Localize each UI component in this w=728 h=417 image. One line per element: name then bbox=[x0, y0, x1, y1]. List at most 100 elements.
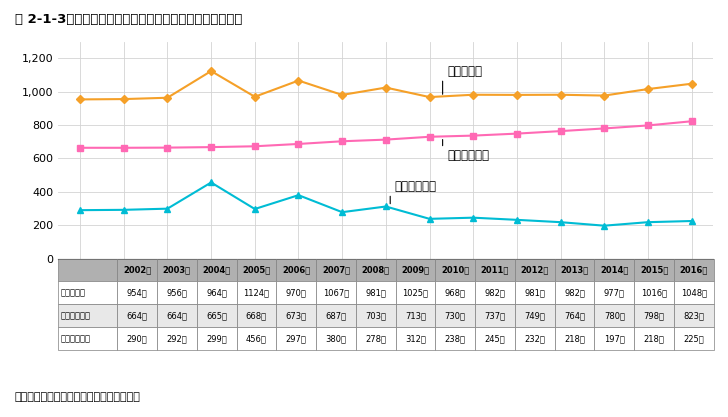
Text: 2011年: 2011年 bbox=[480, 266, 509, 274]
Text: 2002年: 2002年 bbox=[123, 266, 151, 274]
Text: 1016円: 1016円 bbox=[641, 289, 667, 297]
Text: 218円: 218円 bbox=[564, 334, 585, 343]
Text: 981円: 981円 bbox=[524, 289, 545, 297]
Text: 1048円: 1048円 bbox=[681, 289, 707, 297]
Text: 2009年: 2009年 bbox=[401, 266, 430, 274]
Text: 238円: 238円 bbox=[445, 334, 466, 343]
Text: 2007年: 2007年 bbox=[322, 266, 350, 274]
Text: 2015年: 2015年 bbox=[640, 266, 668, 274]
Bar bbox=[117, 304, 157, 327]
Bar bbox=[435, 327, 475, 350]
Bar bbox=[674, 259, 713, 281]
Bar bbox=[595, 327, 634, 350]
Bar bbox=[237, 281, 277, 304]
Bar bbox=[197, 327, 237, 350]
Text: 1067円: 1067円 bbox=[323, 289, 349, 297]
Bar bbox=[395, 259, 435, 281]
Text: 982円: 982円 bbox=[485, 289, 505, 297]
Bar bbox=[58, 304, 117, 327]
Bar bbox=[58, 259, 117, 281]
Bar bbox=[117, 327, 157, 350]
Bar bbox=[58, 327, 117, 350]
Text: 312円: 312円 bbox=[405, 334, 426, 343]
Text: 225円: 225円 bbox=[684, 334, 704, 343]
Bar bbox=[356, 327, 395, 350]
Text: 資料：「賃金構造基本統計調査」より作成: 資料：「賃金構造基本統計調査」より作成 bbox=[15, 392, 141, 402]
Text: 保育士・女: 保育士・女 bbox=[447, 65, 482, 78]
Text: 968円: 968円 bbox=[445, 289, 466, 297]
Text: 最賃加重平均: 最賃加重平均 bbox=[447, 149, 489, 162]
Text: 2014年: 2014年 bbox=[600, 266, 628, 274]
Text: 最賃との差額: 最賃との差額 bbox=[60, 334, 90, 343]
Bar bbox=[515, 281, 555, 304]
Text: 2008年: 2008年 bbox=[362, 266, 389, 274]
Bar bbox=[356, 304, 395, 327]
Bar bbox=[316, 281, 356, 304]
Text: 2016年: 2016年 bbox=[680, 266, 708, 274]
Text: 764円: 764円 bbox=[564, 311, 585, 320]
Bar bbox=[435, 259, 475, 281]
Bar bbox=[316, 304, 356, 327]
Text: 456円: 456円 bbox=[246, 334, 267, 343]
Text: 保育士・女: 保育士・女 bbox=[60, 289, 85, 297]
Text: 673円: 673円 bbox=[285, 311, 306, 320]
Text: 218円: 218円 bbox=[644, 334, 665, 343]
Bar bbox=[475, 304, 515, 327]
Text: 最賃加重平均: 最賃加重平均 bbox=[60, 311, 90, 320]
Bar bbox=[356, 281, 395, 304]
Bar bbox=[634, 259, 674, 281]
Text: 232円: 232円 bbox=[524, 334, 545, 343]
Bar bbox=[58, 281, 117, 304]
Bar bbox=[515, 259, 555, 281]
Text: 964円: 964円 bbox=[206, 289, 227, 297]
Text: 730円: 730円 bbox=[445, 311, 466, 320]
Bar bbox=[515, 304, 555, 327]
Bar bbox=[277, 281, 316, 304]
Text: 2003年: 2003年 bbox=[163, 266, 191, 274]
Bar bbox=[435, 281, 475, 304]
Text: 798円: 798円 bbox=[644, 311, 665, 320]
Text: 1025円: 1025円 bbox=[403, 289, 429, 297]
Text: 380円: 380円 bbox=[325, 334, 347, 343]
Bar bbox=[395, 304, 435, 327]
Bar bbox=[515, 327, 555, 350]
Bar bbox=[555, 259, 595, 281]
Text: 2010年: 2010年 bbox=[441, 266, 470, 274]
Text: 最賃との差額: 最賃との差額 bbox=[395, 181, 437, 193]
Text: 2004年: 2004年 bbox=[202, 266, 231, 274]
Bar bbox=[595, 304, 634, 327]
Bar bbox=[237, 304, 277, 327]
Text: 197円: 197円 bbox=[604, 334, 625, 343]
Text: 668円: 668円 bbox=[246, 311, 267, 320]
Text: 2013年: 2013年 bbox=[561, 266, 589, 274]
Bar bbox=[674, 304, 713, 327]
Text: 664円: 664円 bbox=[127, 311, 148, 320]
Bar bbox=[277, 259, 316, 281]
Bar bbox=[316, 327, 356, 350]
Text: 292円: 292円 bbox=[167, 334, 187, 343]
Bar bbox=[117, 259, 157, 281]
Text: 703円: 703円 bbox=[365, 311, 387, 320]
Bar bbox=[157, 281, 197, 304]
Text: 297円: 297円 bbox=[285, 334, 306, 343]
Text: 2005年: 2005年 bbox=[242, 266, 271, 274]
Bar bbox=[117, 281, 157, 304]
Text: 2012年: 2012年 bbox=[521, 266, 549, 274]
Bar bbox=[555, 327, 595, 350]
Text: 687円: 687円 bbox=[325, 311, 347, 320]
Bar bbox=[674, 281, 713, 304]
Bar bbox=[356, 259, 395, 281]
Bar bbox=[435, 304, 475, 327]
Bar bbox=[277, 304, 316, 327]
Text: 956円: 956円 bbox=[167, 289, 187, 297]
Text: 981円: 981円 bbox=[365, 289, 386, 297]
Bar bbox=[595, 281, 634, 304]
Text: 245円: 245円 bbox=[485, 334, 505, 343]
Text: 2006年: 2006年 bbox=[282, 266, 310, 274]
Text: 780円: 780円 bbox=[604, 311, 625, 320]
Bar bbox=[634, 281, 674, 304]
Text: 290円: 290円 bbox=[127, 334, 148, 343]
Text: 299円: 299円 bbox=[206, 334, 227, 343]
Text: 713円: 713円 bbox=[405, 311, 426, 320]
Bar bbox=[395, 281, 435, 304]
